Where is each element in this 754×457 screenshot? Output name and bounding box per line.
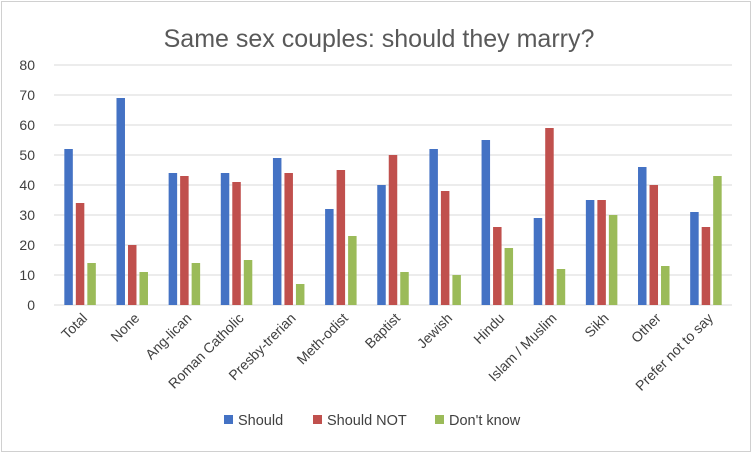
bar-should-7 xyxy=(429,149,438,305)
legend-label: Don't know xyxy=(449,413,521,429)
bar-don-t-know-2 xyxy=(191,263,201,305)
x-category-label: Meth-odist xyxy=(293,310,351,368)
bar-should-10 xyxy=(585,200,595,305)
bar-should-not-9 xyxy=(545,128,554,305)
bar-don-t-know-4 xyxy=(295,284,305,305)
y-tick-label: 70 xyxy=(19,87,35,103)
bar-don-t-know-3 xyxy=(243,260,253,305)
x-category-label: Jewish xyxy=(414,310,456,352)
bar-should-4 xyxy=(272,158,282,305)
bar-should-0 xyxy=(64,149,73,305)
y-tick-label: 30 xyxy=(19,207,35,223)
y-tick-label: 10 xyxy=(19,267,35,283)
bar-should-12 xyxy=(690,212,699,305)
x-category-label: Sikh xyxy=(581,310,612,341)
bar-should-not-1 xyxy=(127,245,137,305)
y-tick-label: 60 xyxy=(19,117,35,133)
x-category-label: Total xyxy=(58,310,90,342)
bar-don-t-know-6 xyxy=(400,272,409,305)
bar-don-t-know-8 xyxy=(504,248,514,305)
legend-swatch xyxy=(224,415,233,424)
x-category-label: Ang-lican xyxy=(142,310,195,363)
chart-title: Same sex couples: should they marry? xyxy=(164,25,595,53)
bar-should-not-0 xyxy=(75,203,85,305)
bar-don-t-know-7 xyxy=(452,275,461,305)
y-tick-label: 40 xyxy=(19,177,35,193)
bar-should-not-12 xyxy=(701,227,711,305)
bar-don-t-know-12 xyxy=(713,176,722,305)
legend-swatch xyxy=(435,415,444,424)
legend: Should Should NOT Don't know xyxy=(224,413,521,429)
bar-should-11 xyxy=(638,167,647,305)
y-tick-label: 20 xyxy=(19,237,35,253)
y-tick-label: 80 xyxy=(19,57,35,73)
bar-should-3 xyxy=(220,173,230,305)
x-category-label: Hindu xyxy=(470,310,507,347)
legend-label: Should xyxy=(238,413,283,429)
bar-should-not-7 xyxy=(440,191,450,305)
legend-label: Should NOT xyxy=(327,413,407,429)
bar-don-t-know-5 xyxy=(348,236,357,305)
bar-should-8 xyxy=(481,140,491,305)
y-tick-label: 50 xyxy=(19,147,35,163)
y-tick-label: 0 xyxy=(27,297,35,313)
bars xyxy=(64,98,722,305)
y-axis-ticks: 0 10 20 30 40 50 60 70 80 xyxy=(19,57,35,313)
bar-should-not-11 xyxy=(649,185,659,305)
x-category-label: Baptist xyxy=(362,310,404,352)
x-category-label: Other xyxy=(628,310,664,346)
bar-should-not-2 xyxy=(180,176,189,305)
bar-should-6 xyxy=(377,185,386,305)
x-category-label: None xyxy=(107,310,142,345)
bar-should-not-6 xyxy=(388,155,398,305)
bar-should-1 xyxy=(116,98,125,305)
bar-don-t-know-10 xyxy=(608,215,618,305)
bar-should-not-10 xyxy=(597,200,606,305)
bar-should-not-3 xyxy=(232,182,241,305)
bar-should-9 xyxy=(533,218,543,305)
bar-don-t-know-9 xyxy=(556,269,566,305)
bar-should-not-5 xyxy=(336,170,346,305)
bar-don-t-know-1 xyxy=(139,272,148,305)
bar-don-t-know-0 xyxy=(87,263,96,305)
bar-should-not-8 xyxy=(493,227,502,305)
bar-should-5 xyxy=(325,209,334,305)
bar-should-not-4 xyxy=(284,173,293,305)
bar-don-t-know-11 xyxy=(661,266,670,305)
legend-swatch xyxy=(313,415,322,424)
bar-should-2 xyxy=(168,173,178,305)
